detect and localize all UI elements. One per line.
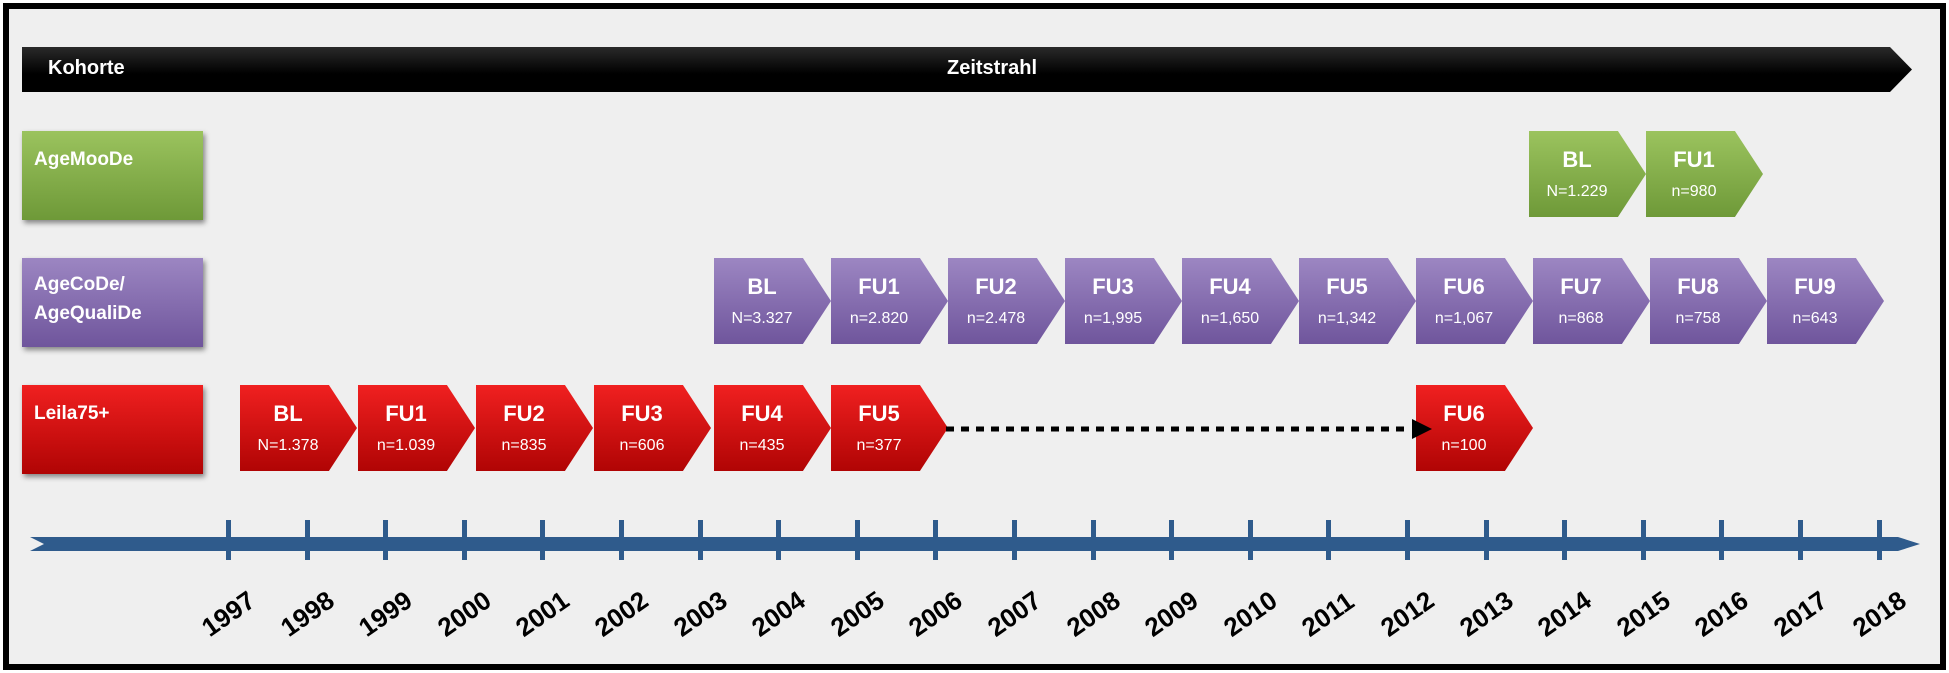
year-tick [1798, 520, 1803, 560]
agecode-wave-fu2: FU2 n=2.478 [948, 258, 1065, 344]
cohort-label: AgeMooDe [34, 149, 134, 170]
wave-sample-size: n=1,995 [1083, 310, 1143, 327]
year-tick [1877, 520, 1882, 560]
year-tick [462, 520, 467, 560]
wave-sample-size: n=435 [739, 437, 785, 454]
wave-sample-size: n=835 [501, 437, 547, 454]
year-tick [619, 520, 624, 560]
timeline-header-banner: Kohorte Zeitstrahl [22, 47, 1912, 92]
year-tick [1641, 520, 1646, 560]
year-tick [540, 520, 545, 560]
wave-label: FU9 [1794, 274, 1836, 299]
arrowhead-icon [1412, 419, 1432, 439]
wave-sample-size: n=2.478 [966, 310, 1026, 327]
wave-sample-size: N=1.378 [257, 437, 319, 454]
wave-sample-size: n=1,650 [1200, 310, 1260, 327]
cohort-label-line1: AgeCoDe/ [34, 274, 125, 295]
year-tick [1562, 520, 1567, 560]
agecode-wave-fu4: FU4 n=1,650 [1182, 258, 1299, 344]
wave-label: FU4 [1209, 274, 1251, 299]
year-tick [383, 520, 388, 560]
wave-sample-size: n=606 [619, 437, 665, 454]
wave-sample-size: n=377 [856, 437, 902, 454]
leila-wave-fu5: FU5 n=377 [831, 385, 948, 471]
wave-label: FU5 [1326, 274, 1368, 299]
year-axis [30, 537, 1920, 551]
wave-label: FU7 [1560, 274, 1602, 299]
leila-wave-fu2: FU2 n=835 [476, 385, 593, 471]
cohort-label: Leila75+ [34, 403, 110, 424]
wave-label: FU1 [1673, 147, 1715, 172]
wave-sample-size: n=1.039 [376, 437, 436, 454]
wave-sample-size: N=3.327 [731, 310, 793, 327]
year-tick [855, 520, 860, 560]
year-tick [1484, 520, 1489, 560]
agemoode-wave-fu1: FU1 n=980 [1646, 131, 1763, 217]
agecode-wave-fu1: FU1 n=2.820 [831, 258, 948, 344]
year-tick [933, 520, 938, 560]
agecode-wave-fu3: FU3 n=1,995 [1065, 258, 1182, 344]
year-tick [1405, 520, 1410, 560]
year-tick [1248, 520, 1253, 560]
year-tick [776, 520, 781, 560]
wave-label: FU6 [1443, 274, 1485, 299]
wave-label: FU2 [503, 401, 545, 426]
wave-label: FU8 [1677, 274, 1719, 299]
year-tick [226, 520, 231, 560]
wave-sample-size: n=100 [1441, 437, 1487, 454]
agecode-wave-fu6: FU6 n=1,067 [1416, 258, 1533, 344]
wave-label: FU2 [975, 274, 1017, 299]
year-tick [1091, 520, 1096, 560]
cohort-label-line2: AgeQualiDe [34, 303, 142, 324]
agecode-wave-fu9: FU9 n=643 [1767, 258, 1884, 344]
year-tick [698, 520, 703, 560]
wave-sample-size: n=1,067 [1434, 310, 1494, 327]
year-tick [1719, 520, 1724, 560]
agemoode-wave-bl: BL N=1.229 [1529, 131, 1646, 217]
wave-label: FU6 [1443, 401, 1485, 426]
leila-wave-fu6: FU6 n=100 [1416, 385, 1533, 471]
year-tick [305, 520, 310, 560]
header-timeline-label: Zeitstrahl [947, 57, 1038, 79]
wave-sample-size: n=2.820 [849, 310, 909, 327]
leila-wave-fu1: FU1 n=1.039 [358, 385, 475, 471]
cohort-leila75: Leila75+ [22, 385, 203, 474]
agecode-wave-fu5: FU5 n=1,342 [1299, 258, 1416, 344]
year-tick [1012, 520, 1017, 560]
leila-wave-fu3: FU3 n=606 [594, 385, 711, 471]
wave-sample-size: n=868 [1558, 310, 1604, 327]
wave-label: BL [747, 274, 777, 299]
wave-label: FU5 [858, 401, 900, 426]
wave-sample-size: n=980 [1671, 183, 1717, 200]
year-tick [1326, 520, 1331, 560]
leila-wave-fu4: FU4 n=435 [714, 385, 831, 471]
leila-wave-bl: BL N=1.378 [240, 385, 357, 471]
agecode-wave-bl: BL N=3.327 [714, 258, 831, 344]
wave-label: FU3 [621, 401, 663, 426]
cohort-agecode: AgeCoDe/ AgeQualiDe [22, 258, 203, 347]
wave-sample-size: n=643 [1792, 310, 1838, 327]
wave-sample-size: N=1.229 [1546, 183, 1608, 200]
wave-label: BL [273, 401, 303, 426]
wave-sample-size: n=1,342 [1317, 310, 1377, 327]
cohort-agemoode: AgeMooDe [22, 131, 203, 220]
year-tick [1169, 520, 1174, 560]
wave-label: FU1 [858, 274, 900, 299]
agecode-wave-fu8: FU8 n=758 [1650, 258, 1767, 344]
header-cohort-label: Kohorte [48, 57, 125, 79]
agecode-wave-fu7: FU7 n=868 [1533, 258, 1650, 344]
wave-sample-size: n=758 [1675, 310, 1721, 327]
wave-label: FU4 [741, 401, 783, 426]
wave-label: BL [1562, 147, 1592, 172]
wave-label: FU3 [1092, 274, 1134, 299]
wave-label: FU1 [385, 401, 427, 426]
